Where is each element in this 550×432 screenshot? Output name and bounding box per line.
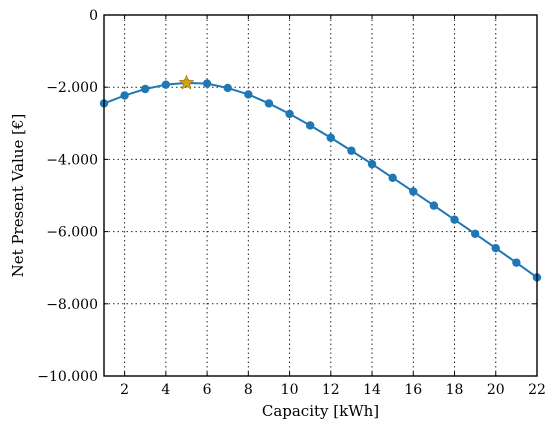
data-point xyxy=(512,258,521,267)
optimum-star-marker xyxy=(178,74,195,90)
x-tick-label: 20 xyxy=(487,382,505,398)
x-tick-label: 10 xyxy=(281,382,299,398)
data-point xyxy=(305,121,315,130)
y-axis-label: Net Present Value [€] xyxy=(9,114,27,278)
plot-frame xyxy=(103,14,538,377)
data-point xyxy=(409,187,418,196)
y-tick-label: −2.000 xyxy=(46,80,98,96)
data-point xyxy=(491,244,500,253)
x-tick-label: 4 xyxy=(161,382,170,398)
series-line xyxy=(103,81,538,279)
x-tick-label: 22 xyxy=(528,382,546,398)
data-point xyxy=(120,91,129,100)
data-point xyxy=(367,159,377,169)
data-point xyxy=(429,201,439,210)
data-point xyxy=(347,146,356,155)
data-point xyxy=(141,84,150,94)
series xyxy=(99,74,542,282)
y-tick-label: 0 xyxy=(89,8,98,24)
axis-ticks: 2 4 6 8 10 12 14 16 18 20 22 0 −2.000 −4.000 −6.000 −8.… xyxy=(37,8,546,398)
data-point xyxy=(470,229,480,238)
grid xyxy=(104,15,537,376)
y-tick-label: −4.000 xyxy=(46,152,98,168)
data-point xyxy=(450,215,459,224)
x-tick-label: 18 xyxy=(446,382,464,398)
data-point xyxy=(285,109,294,119)
x-axis-label: Capacity [kWh] xyxy=(262,402,379,420)
data-point xyxy=(223,83,232,93)
data-point xyxy=(161,80,171,89)
y-tick-label: −6.000 xyxy=(46,225,98,241)
data-point xyxy=(388,173,397,183)
x-tick-label: 16 xyxy=(404,382,422,398)
data-point xyxy=(244,90,253,99)
x-tick-label: 6 xyxy=(203,382,212,398)
data-point xyxy=(326,133,336,142)
data-point xyxy=(202,79,212,88)
x-tick-label: 12 xyxy=(322,382,340,398)
data-point xyxy=(264,99,274,108)
y-tick-label: −10.000 xyxy=(37,369,98,385)
x-tick-label: 14 xyxy=(363,382,381,398)
x-tick-label: 8 xyxy=(244,382,253,398)
y-tick-label: −8.000 xyxy=(46,297,98,313)
x-tick-label: 2 xyxy=(120,382,129,398)
